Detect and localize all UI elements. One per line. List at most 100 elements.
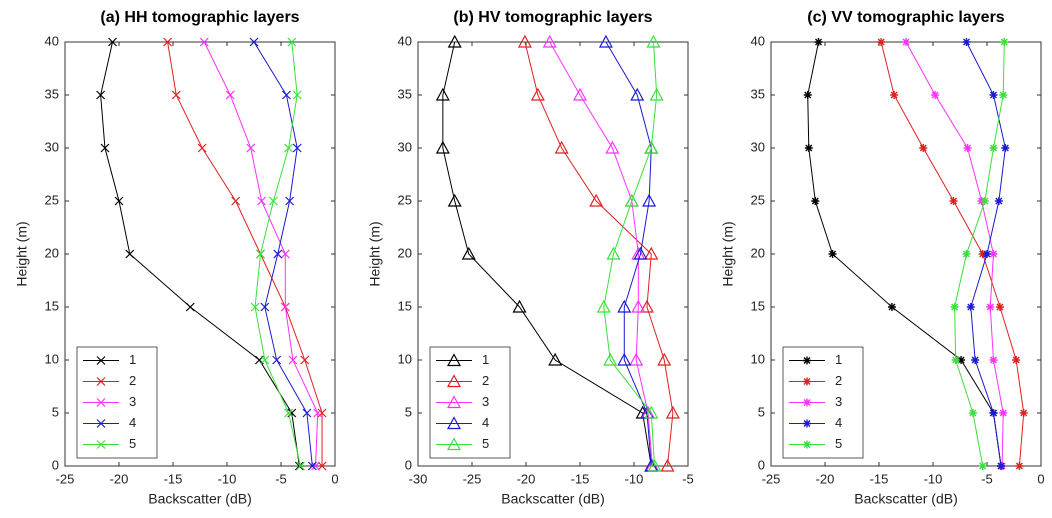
y-tick-label: 30	[751, 139, 765, 154]
marker	[446, 437, 462, 451]
marker	[603, 352, 618, 366]
marker	[995, 303, 1004, 311]
marker	[644, 246, 659, 260]
marker	[803, 398, 811, 407]
marker	[542, 34, 557, 48]
marker	[803, 356, 811, 365]
marker	[902, 38, 910, 46]
marker	[294, 461, 304, 471]
y-tick-label: 0	[52, 457, 59, 472]
marker	[803, 91, 812, 99]
marker	[446, 416, 462, 430]
marker	[435, 87, 450, 101]
marker	[311, 461, 320, 471]
marker	[317, 461, 327, 471]
marker	[890, 91, 899, 99]
marker	[989, 144, 998, 152]
marker	[962, 38, 971, 46]
marker	[447, 193, 462, 207]
x-axis-label: Backscatter (dB)	[854, 491, 957, 507]
y-tick-label: 0	[758, 457, 765, 472]
y-tick-label: 35	[751, 86, 765, 101]
series-line	[549, 41, 653, 467]
legend-label: 1	[835, 352, 842, 367]
marker	[292, 143, 302, 153]
legend-label: 2	[835, 373, 842, 388]
marker	[1012, 356, 1021, 364]
marker	[642, 193, 657, 207]
y-tick-label: 30	[398, 139, 412, 154]
marker	[512, 299, 527, 313]
marker	[631, 299, 646, 313]
marker	[231, 196, 241, 206]
marker	[269, 196, 278, 206]
legend-label: 1	[129, 352, 136, 367]
marker	[307, 461, 317, 471]
marker	[446, 353, 462, 367]
marker	[963, 144, 972, 152]
y-tick-label: 20	[45, 245, 59, 260]
x-tick-label: -15	[571, 471, 590, 486]
marker	[950, 303, 959, 311]
x-tick-label: -10	[625, 471, 644, 486]
y-tick-label: 30	[45, 139, 59, 154]
marker	[968, 409, 977, 417]
x-tick-label: -10	[218, 471, 237, 486]
series-line	[524, 41, 674, 467]
legend-label: 4	[835, 415, 842, 430]
legend: 1 2 3 4 5	[76, 346, 158, 459]
legend: 1 2 3 4 5	[782, 346, 864, 459]
legend-label: 4	[482, 415, 489, 430]
x-tick-label: -5	[275, 471, 287, 486]
legend-label: 3	[129, 394, 136, 409]
marker	[1001, 144, 1010, 152]
marker	[660, 458, 675, 472]
marker	[250, 302, 260, 312]
marker	[273, 249, 283, 259]
marker	[633, 246, 648, 260]
marker	[999, 91, 1008, 99]
marker	[649, 87, 664, 101]
marker	[447, 34, 462, 48]
marker	[589, 193, 604, 207]
marker	[803, 440, 811, 449]
marker	[108, 37, 117, 47]
y-tick-label: 40	[751, 33, 765, 48]
legend: 1 2 3 4 5	[429, 346, 511, 459]
legend-label: 5	[129, 436, 136, 451]
marker	[951, 356, 960, 364]
marker	[446, 374, 462, 388]
y-tick-label: 20	[751, 245, 765, 260]
marker	[994, 197, 1003, 205]
marker	[989, 91, 998, 99]
series-line	[605, 41, 652, 467]
marker	[598, 34, 613, 48]
y-tick-label: 5	[52, 404, 59, 419]
marker	[989, 250, 998, 258]
series-line	[603, 41, 658, 467]
marker	[197, 143, 207, 153]
legend-label: 2	[129, 373, 136, 388]
x-tick-label: -20	[816, 471, 835, 486]
marker	[96, 419, 106, 428]
y-tick-label: 25	[398, 192, 412, 207]
y-tick-label: 5	[758, 404, 765, 419]
y-tick-label: 5	[405, 404, 412, 419]
marker	[548, 352, 563, 366]
y-tick-label: 25	[751, 192, 765, 207]
marker	[225, 90, 235, 100]
marker	[260, 302, 270, 312]
marker	[100, 143, 110, 153]
marker	[292, 90, 302, 100]
marker	[281, 90, 291, 100]
legend-label: 4	[129, 415, 136, 430]
marker	[284, 143, 293, 153]
marker	[257, 196, 266, 206]
legend-label: 3	[482, 394, 489, 409]
x-tick-label: -25	[56, 471, 75, 486]
marker	[630, 87, 645, 101]
x-tick-label: -5	[682, 471, 694, 486]
marker	[811, 197, 820, 205]
